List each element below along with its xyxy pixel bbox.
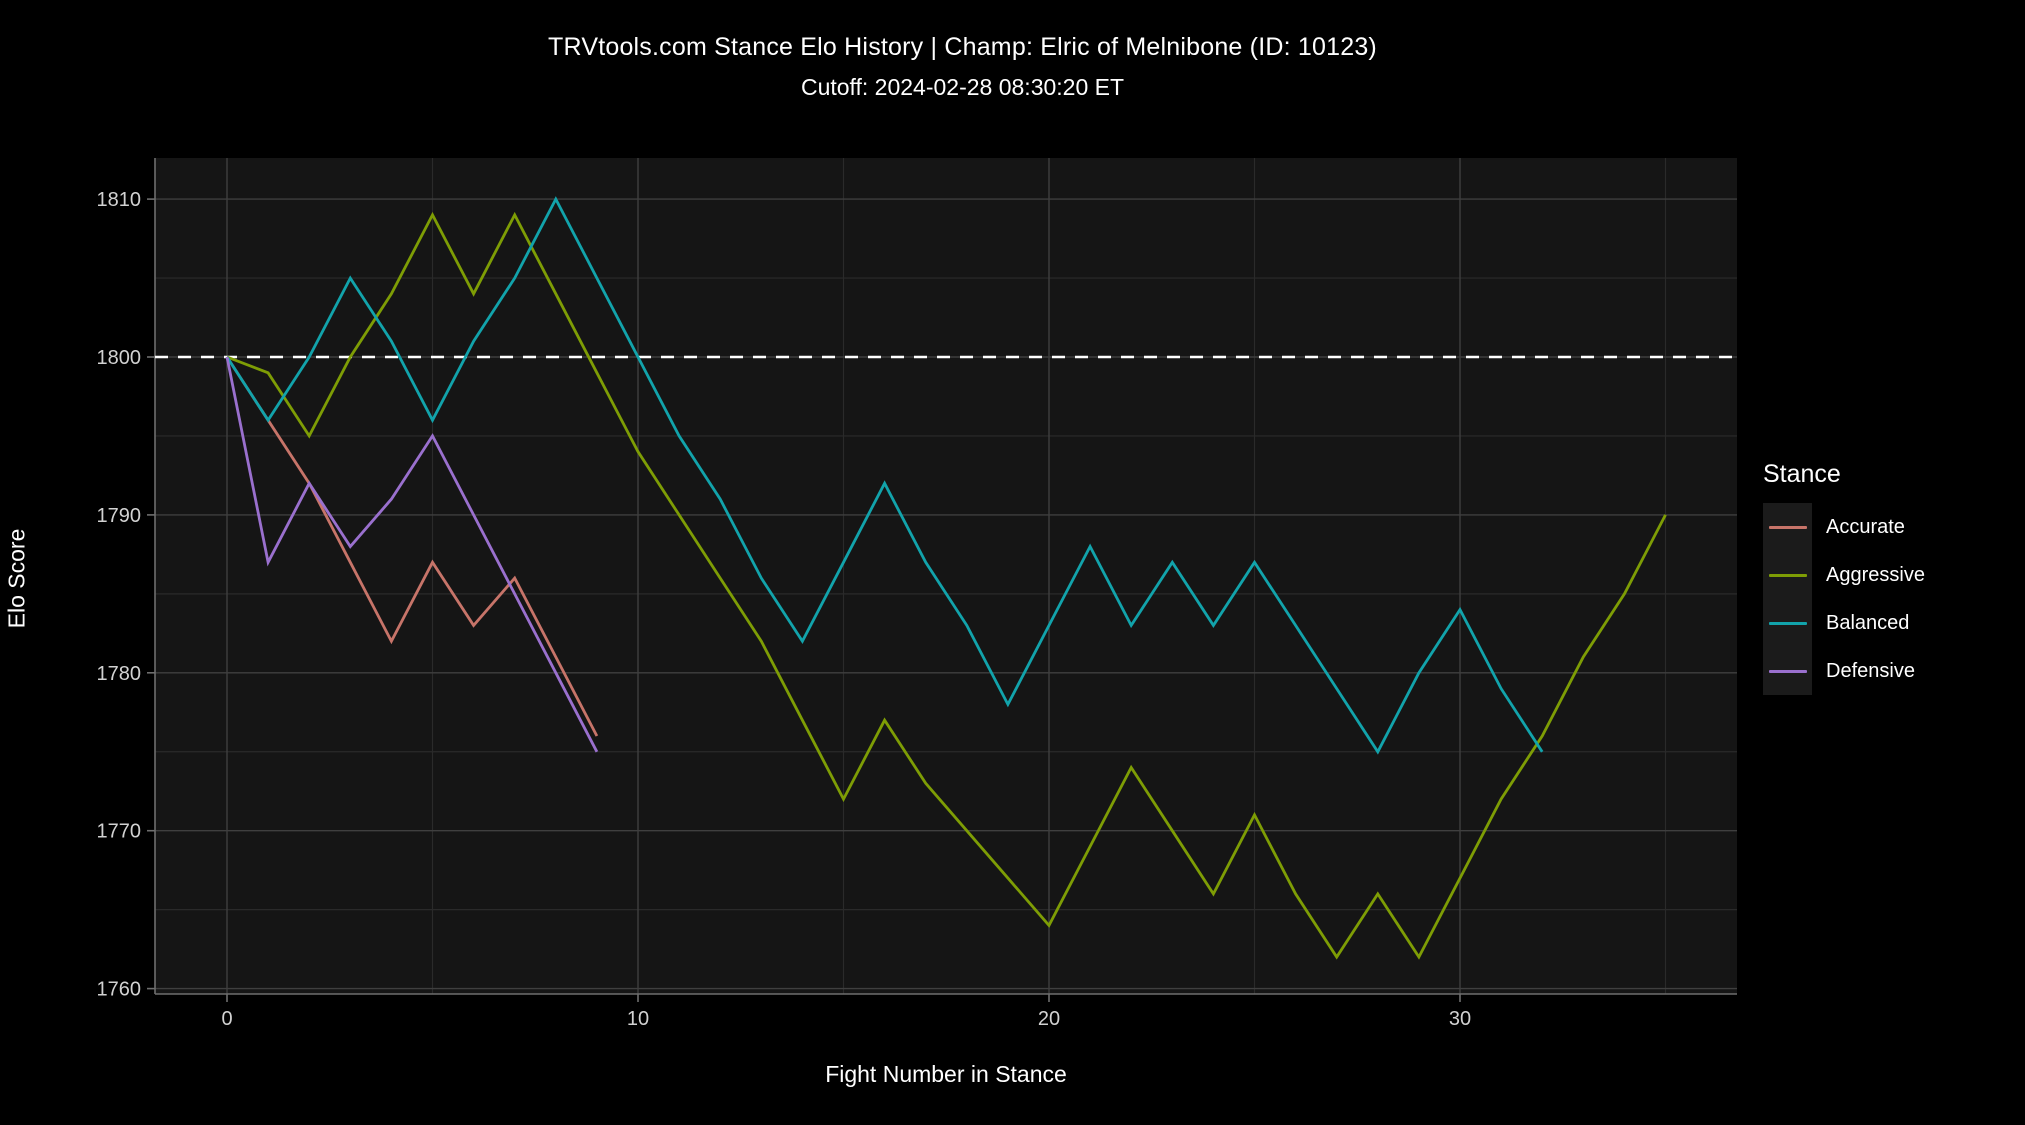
series-line-aggressive bbox=[226, 211, 1667, 960]
plot-panel bbox=[155, 158, 1737, 994]
legend-swatch-icon bbox=[1768, 669, 1807, 673]
y-tick-label: 1780 bbox=[97, 663, 142, 685]
y-tick-label: 1810 bbox=[97, 189, 142, 211]
legend-label-aggressive: Aggressive bbox=[1826, 563, 1925, 586]
legend-item-balanced: Balanced bbox=[1763, 599, 1925, 647]
legend-swatch-icon bbox=[1768, 573, 1807, 577]
axis-tick-labels: 0 10 20 30 1760 1770 1780 1790 1800 1810 bbox=[97, 189, 1472, 1030]
legend-item-accurate: Accurate bbox=[1763, 503, 1925, 551]
y-tick-label: 1790 bbox=[97, 505, 142, 527]
y-tick-label: 1760 bbox=[97, 979, 142, 1001]
x-tick-label: 20 bbox=[1038, 1008, 1060, 1030]
series-line-balanced bbox=[225, 196, 1544, 755]
x-tick-label: 30 bbox=[1449, 1008, 1471, 1030]
y-tick-label: 1770 bbox=[97, 821, 142, 843]
legend-label-balanced: Balanced bbox=[1826, 611, 1910, 634]
chart-title: TRVtools.com Stance Elo History | Champ:… bbox=[548, 33, 1377, 61]
y-tick-label: 1800 bbox=[97, 347, 142, 369]
chart-subtitle: Cutoff: 2024-02-28 08:30:20 ET bbox=[800, 74, 1125, 100]
legend-key-aggressive bbox=[1763, 551, 1812, 599]
legend-item-defensive: Defensive bbox=[1763, 647, 1925, 695]
legend-keys: Accurate Aggressive Balanced Defensive bbox=[1763, 503, 1925, 695]
legend-key-defensive bbox=[1763, 647, 1812, 695]
series-line-accurate bbox=[225, 356, 599, 737]
legend-item-aggressive: Aggressive bbox=[1763, 551, 1925, 599]
legend-swatch-icon bbox=[1768, 621, 1807, 625]
legend-key-accurate bbox=[1763, 503, 1812, 551]
legend-label-defensive: Defensive bbox=[1826, 659, 1915, 682]
x-axis-title: Fight Number in Stance bbox=[825, 1061, 1067, 1087]
legend-title: Stance bbox=[1763, 460, 1841, 488]
legend-swatch-icon bbox=[1768, 525, 1807, 529]
series-lines bbox=[225, 196, 1667, 960]
x-tick-label: 10 bbox=[627, 1008, 649, 1030]
x-tick-label: 0 bbox=[221, 1008, 232, 1030]
legend-key-balanced bbox=[1763, 599, 1812, 647]
legend: Stance Accurate Aggressive Balanced Defensi… bbox=[1763, 460, 1925, 695]
legend-label-accurate: Accurate bbox=[1826, 515, 1905, 538]
axis-ticks bbox=[147, 198, 1461, 1002]
series-line-defensive bbox=[225, 356, 599, 753]
